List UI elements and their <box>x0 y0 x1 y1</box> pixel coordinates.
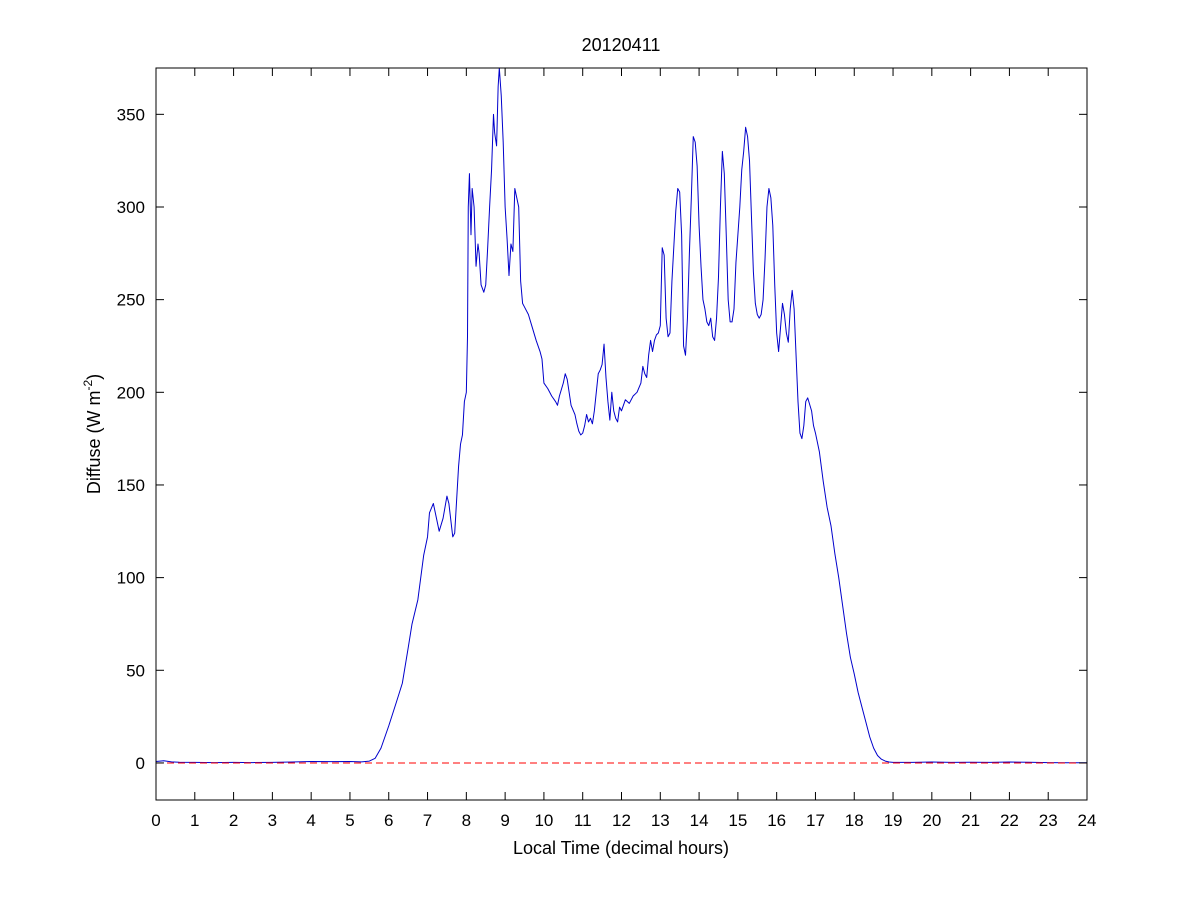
y-tick-label: 100 <box>117 569 145 588</box>
y-tick-label: 300 <box>117 198 145 217</box>
plot-area-background <box>156 68 1087 800</box>
x-tick-label: 12 <box>612 811 631 830</box>
x-tick-label: 7 <box>423 811 432 830</box>
ticks-group: 0 1 2 3 4 5 6 7 8 9 10 11 12 13 14 15 16 17 18 19 20 21 22 23 24… <box>117 68 1097 830</box>
x-tick-label: 10 <box>534 811 553 830</box>
x-tick-label: 2 <box>229 811 238 830</box>
x-tick-label: 13 <box>651 811 670 830</box>
y-tick-label: 0 <box>136 754 145 773</box>
x-tick-label: 16 <box>767 811 786 830</box>
plot-frame <box>155 67 1088 801</box>
y-tick-label: 50 <box>126 661 145 680</box>
x-tick-label: 9 <box>500 811 509 830</box>
x-tick-label: 24 <box>1078 811 1097 830</box>
x-tick-label: 5 <box>345 811 354 830</box>
x-tick-label: 3 <box>268 811 277 830</box>
x-tick-label: 11 <box>574 811 592 830</box>
y-axis-label-base: Diffuse (W m <box>84 390 104 494</box>
y-tick-label: 200 <box>117 383 145 402</box>
x-tick-label: 21 <box>961 811 980 830</box>
y-tick-label: 250 <box>117 291 145 310</box>
x-tick-label: 18 <box>845 811 864 830</box>
x-tick-label: 20 <box>922 811 941 830</box>
x-axis-label: Local Time (decimal hours) <box>513 838 729 858</box>
x-tick-label: 6 <box>384 811 393 830</box>
y-axis-label-superscript: -2 <box>81 379 95 390</box>
x-tick-label: 8 <box>462 811 471 830</box>
x-tick-label: 19 <box>884 811 903 830</box>
y-tick-label: 350 <box>117 105 145 124</box>
x-tick-label: 15 <box>728 811 747 830</box>
x-tick-label: 23 <box>1039 811 1058 830</box>
x-tick-label: 1 <box>190 811 199 830</box>
y-axis-label-close: ) <box>84 374 104 380</box>
x-tick-label: 14 <box>690 811 709 830</box>
x-tick-label: 17 <box>806 811 825 830</box>
x-tick-label: 0 <box>151 811 160 830</box>
y-tick-label: 150 <box>117 476 145 495</box>
y-axis-label: Diffuse (W m-2) <box>81 374 104 494</box>
x-tick-label: 22 <box>1000 811 1019 830</box>
series-group <box>155 67 1087 764</box>
diffuse-series-line <box>155 67 1087 764</box>
chart-title: 20120411 <box>582 35 661 55</box>
x-tick-label: 4 <box>306 811 315 830</box>
